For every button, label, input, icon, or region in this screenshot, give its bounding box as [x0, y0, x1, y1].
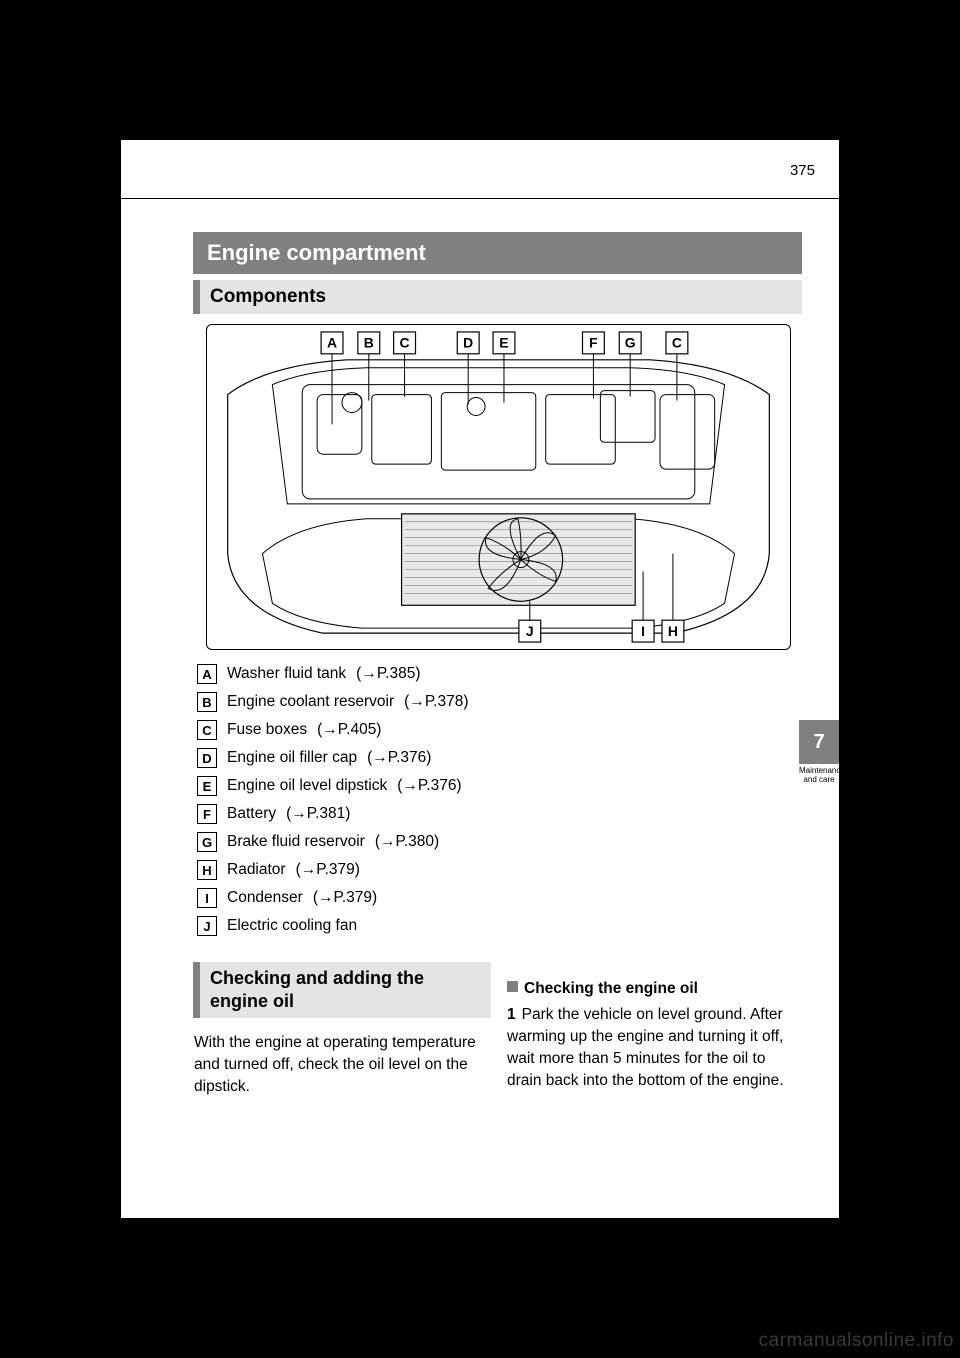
callout-letter: J: [526, 623, 534, 639]
component-text: Engine oil level dipstick: [227, 772, 387, 800]
callout-letter: B: [364, 335, 374, 351]
step-number: 1: [507, 1006, 516, 1023]
callout-letter: C: [400, 335, 410, 351]
letter-box: B: [197, 692, 217, 712]
letter-box: A: [197, 664, 217, 684]
page-ref: (→P.378): [404, 688, 468, 716]
subsection-line1: Checking and adding the: [210, 968, 424, 988]
chapter-tab: 7: [799, 720, 839, 764]
page-number: 375: [790, 162, 815, 179]
manual-page: 375 Engine compartment Components: [121, 140, 839, 1218]
component-text: Radiator: [227, 856, 286, 884]
component-list: A Washer fluid tank (→P.385) B Engine co…: [197, 660, 797, 940]
callout-letter: D: [463, 335, 473, 351]
component-text: Battery: [227, 800, 276, 828]
page-ref: (→P.405): [317, 716, 381, 744]
callout-letter: G: [625, 335, 636, 351]
right-heading-text: Checking the engine oil: [524, 980, 698, 997]
section-title: Engine compartment: [193, 232, 802, 274]
page-ref: (→P.385): [356, 660, 420, 688]
engine-svg: A B C D E F G C J I H: [207, 325, 790, 649]
letter-box: C: [197, 720, 217, 740]
page-ref: (→P.376): [367, 744, 431, 772]
component-row: A Washer fluid tank (→P.385): [197, 660, 797, 688]
square-bullet-icon: [507, 981, 518, 992]
component-row: C Fuse boxes (→P.405): [197, 716, 797, 744]
component-text: Condenser: [227, 884, 303, 912]
right-column: Checking the engine oil 1Park the vehicl…: [507, 978, 803, 1092]
components-heading: Components: [193, 280, 802, 314]
callout-letter: A: [327, 335, 337, 351]
callout-letter: H: [668, 623, 678, 639]
component-row: B Engine coolant reservoir (→P.378): [197, 688, 797, 716]
component-row: J Electric cooling fan: [197, 912, 797, 940]
component-text: Engine coolant reservoir: [227, 688, 394, 716]
component-row: H Radiator (→P.379): [197, 856, 797, 884]
callout-letter: E: [499, 335, 508, 351]
chapter-tab-label: Maintenance and care: [799, 766, 839, 784]
left-paragraph: With the engine at operating temperature…: [194, 1032, 492, 1098]
step-1-text: Park the vehicle on level ground. After …: [507, 1006, 784, 1089]
component-row: F Battery (→P.381): [197, 800, 797, 828]
component-row: E Engine oil level dipstick (→P.376): [197, 772, 797, 800]
right-heading: Checking the engine oil: [507, 978, 803, 1000]
page-ref: (→P.379): [296, 856, 360, 884]
component-text: Electric cooling fan: [227, 912, 357, 940]
letter-box: I: [197, 888, 217, 908]
engine-diagram: A B C D E F G C J I H: [206, 324, 791, 650]
component-row: I Condenser (→P.379): [197, 884, 797, 912]
callout-letter: C: [672, 335, 682, 351]
letter-box: D: [197, 748, 217, 768]
page-ref: (→P.376): [397, 772, 461, 800]
page-ref: (→P.381): [286, 800, 350, 828]
page-ref: (→P.380): [375, 828, 439, 856]
letter-box: H: [197, 860, 217, 880]
subsection-heading: Checking and adding the engine oil: [193, 962, 491, 1018]
letter-box: F: [197, 804, 217, 824]
page-ref: (→P.379): [313, 884, 377, 912]
component-row: G Brake fluid reservoir (→P.380): [197, 828, 797, 856]
watermark: carmanualsonline.info: [759, 1330, 954, 1352]
header-rule: [121, 198, 839, 199]
step-1: 1Park the vehicle on level ground. After…: [507, 1004, 803, 1092]
letter-box: E: [197, 776, 217, 796]
component-text: Brake fluid reservoir: [227, 828, 365, 856]
component-text: Fuse boxes: [227, 716, 307, 744]
letter-box: J: [197, 916, 217, 936]
component-row: D Engine oil filler cap (→P.376): [197, 744, 797, 772]
callout-letter: I: [641, 623, 645, 639]
component-text: Engine oil filler cap: [227, 744, 357, 772]
component-text: Washer fluid tank: [227, 660, 346, 688]
subsection-line2: engine oil: [210, 991, 294, 1011]
letter-box: G: [197, 832, 217, 852]
callout-letter: F: [589, 335, 598, 351]
